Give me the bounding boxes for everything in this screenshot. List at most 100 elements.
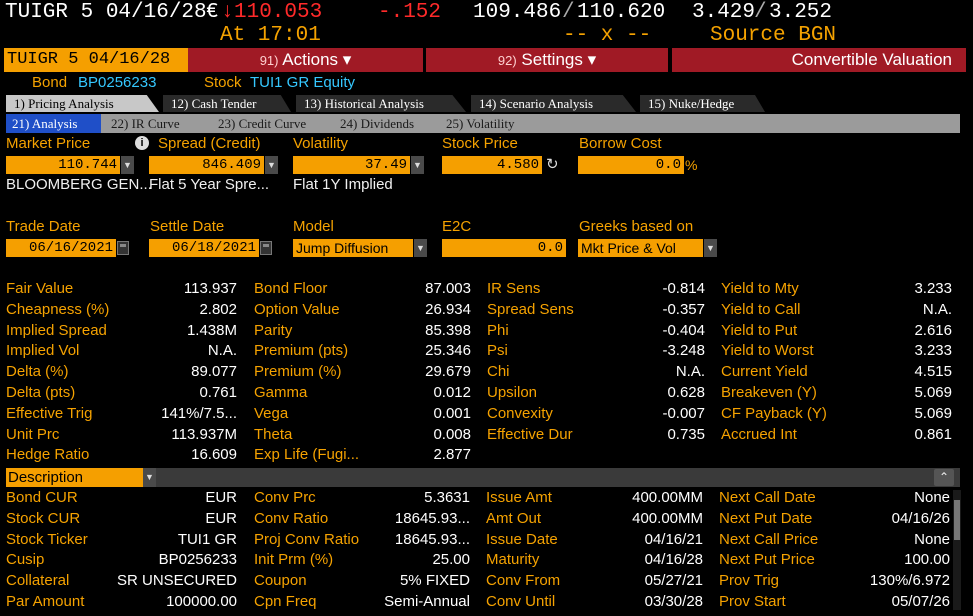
- chevron-down-icon[interactable]: ▼: [121, 156, 134, 174]
- stats-value: 2.802: [199, 300, 237, 318]
- tab-nuke-hedge[interactable]: 15) Nuke/Hedge: [640, 95, 765, 112]
- refresh-icon[interactable]: ↻: [546, 156, 559, 173]
- description-label: Init Prm (%): [254, 551, 334, 569]
- tab-pricing-analysis[interactable]: 1) Pricing Analysis: [6, 95, 159, 112]
- chevron-down-icon[interactable]: ▼: [411, 156, 424, 174]
- description-label: Prov Trig: [719, 572, 780, 590]
- calendar-icon[interactable]: [117, 241, 129, 255]
- subtab-volatility[interactable]: 25) Volatility: [440, 114, 540, 133]
- scrollbar-thumb[interactable]: [954, 500, 960, 540]
- spread-input[interactable]: 846.409: [149, 156, 264, 174]
- subtab-credit-curve[interactable]: 23) Credit Curve: [212, 114, 327, 133]
- info-icon[interactable]: i: [135, 136, 149, 150]
- security-field[interactable]: TUIGR 5 04/16/28: [4, 48, 188, 72]
- stats-label: CF Payback (Y): [721, 404, 827, 422]
- subtab-ir-curve[interactable]: 22) IR Curve: [105, 114, 195, 133]
- tab-historical-analysis[interactable]: 13) Historical Analysis: [296, 95, 466, 112]
- stock-id[interactable]: TUI1 GR Equity: [250, 74, 356, 91]
- settle-date-label: Settle Date: [150, 218, 225, 235]
- tab-number: 14): [479, 96, 497, 111]
- description-value: 5% FIXED: [399, 572, 470, 590]
- stats-value: 2.616: [914, 321, 952, 339]
- chevron-down-icon[interactable]: ▼: [265, 156, 278, 174]
- description-label: Conv Until: [486, 593, 556, 610]
- settle-date-input[interactable]: 06/18/2021: [149, 239, 259, 257]
- description-value: None: [914, 489, 950, 506]
- stats-label: Yield to Call: [721, 300, 801, 318]
- scrollbar[interactable]: [953, 490, 961, 610]
- screen-title: Convertible Valuation: [672, 48, 966, 72]
- description-value: 18645.93...: [394, 509, 470, 527]
- price-change: -.152: [378, 1, 442, 24]
- market-price-input[interactable]: 110.744: [6, 156, 120, 174]
- trade-date-input[interactable]: 06/16/2021: [6, 239, 116, 257]
- down-arrow-icon: ↓: [221, 1, 234, 24]
- tab-number: 1): [14, 96, 25, 111]
- stats-label: Delta (%): [6, 363, 69, 381]
- borrow-cost-input[interactable]: 0.0: [578, 156, 684, 174]
- stats-value: 16.609: [191, 446, 237, 464]
- stats-label: Exp Life (Fugi...: [254, 446, 360, 464]
- spread-source: Flat 5 Year Spre...: [149, 176, 270, 193]
- description-value: 04/16/26: [891, 509, 950, 527]
- subtab-number: 21): [12, 116, 30, 131]
- subtab-analysis[interactable]: 21) Analysis: [6, 114, 101, 133]
- description-label: Maturity: [486, 551, 540, 569]
- stats-value: 5.069: [914, 384, 952, 401]
- description-label: Conv From: [486, 572, 561, 590]
- stats-label: Parity: [254, 321, 293, 339]
- last-price: 110.053: [234, 1, 323, 24]
- settings-menu-button[interactable]: 92) Settings ▾: [426, 48, 668, 72]
- volatility-input[interactable]: 37.49: [293, 156, 410, 174]
- subtab-dividends[interactable]: 24) Dividends: [334, 114, 434, 133]
- bond-id[interactable]: BP0256233: [78, 74, 157, 91]
- stats-value: 113.937M: [171, 425, 237, 443]
- stock-price-label: Stock Price: [442, 135, 518, 152]
- stats-value: 0.001: [433, 404, 471, 422]
- stats-label: Option Value: [254, 300, 340, 318]
- yield-bid: 3.429: [692, 1, 756, 24]
- chevron-down-icon[interactable]: ▼: [414, 239, 427, 257]
- description-label: Next Put Price: [719, 551, 815, 569]
- greeks-select[interactable]: Mkt Price & Vol: [578, 239, 703, 257]
- greeks-label: Greeks based on: [579, 218, 694, 235]
- chevron-down-icon[interactable]: ▼: [704, 239, 717, 257]
- e2c-input[interactable]: 0.0: [442, 239, 566, 257]
- borrow-cost-unit: %: [685, 157, 698, 173]
- description-select[interactable]: Description: [6, 468, 154, 487]
- tab-cash-tender[interactable]: 12) Cash Tender: [163, 95, 291, 112]
- settings-menu-number: 92): [497, 53, 517, 68]
- stats-label: Gamma: [254, 384, 308, 401]
- actions-menu-number: 91): [259, 53, 279, 68]
- currency-symbol: €: [206, 1, 219, 24]
- bond-label: Bond: [32, 74, 68, 91]
- description-value: TUI1 GR: [177, 530, 237, 548]
- subtab-number: 25): [446, 116, 464, 131]
- actions-menu-button[interactable]: 91) Actions ▾: [188, 48, 423, 72]
- stats-label: Psi: [487, 342, 508, 360]
- description-label: Amt Out: [486, 509, 542, 527]
- tab-number: 15): [648, 96, 666, 111]
- quote-time: At 17:01: [220, 24, 321, 47]
- quote-size: -- x --: [563, 24, 652, 47]
- description-label: Collateral: [6, 572, 70, 590]
- spread-label: Spread (Credit): [158, 135, 261, 152]
- description-label: Stock Ticker: [6, 530, 88, 548]
- tab-scenario-analysis[interactable]: 14) Scenario Analysis: [471, 95, 636, 112]
- quote-source: Source BGN: [710, 24, 837, 47]
- stats-label: Yield to Mty: [721, 280, 799, 297]
- description-value: 130%/6.972: [869, 572, 950, 590]
- description-label: Proj Conv Ratio: [254, 530, 360, 548]
- description-label: Prov Start: [719, 593, 786, 610]
- stats-label: Upsilon: [487, 384, 538, 401]
- model-select[interactable]: Jump Diffusion: [293, 239, 413, 257]
- stats-label: Implied Spread: [6, 321, 107, 339]
- calendar-icon[interactable]: [260, 241, 272, 255]
- stats-value: 113.937: [183, 280, 237, 297]
- collapse-icon[interactable]: ⌃: [934, 469, 954, 486]
- stats-value: 25.346: [425, 342, 471, 360]
- description-value: 100.00: [904, 551, 950, 569]
- subtab-number: 22): [111, 116, 129, 131]
- chevron-down-icon[interactable]: ▼: [143, 468, 156, 487]
- stock-price-input[interactable]: 4.580: [442, 156, 542, 174]
